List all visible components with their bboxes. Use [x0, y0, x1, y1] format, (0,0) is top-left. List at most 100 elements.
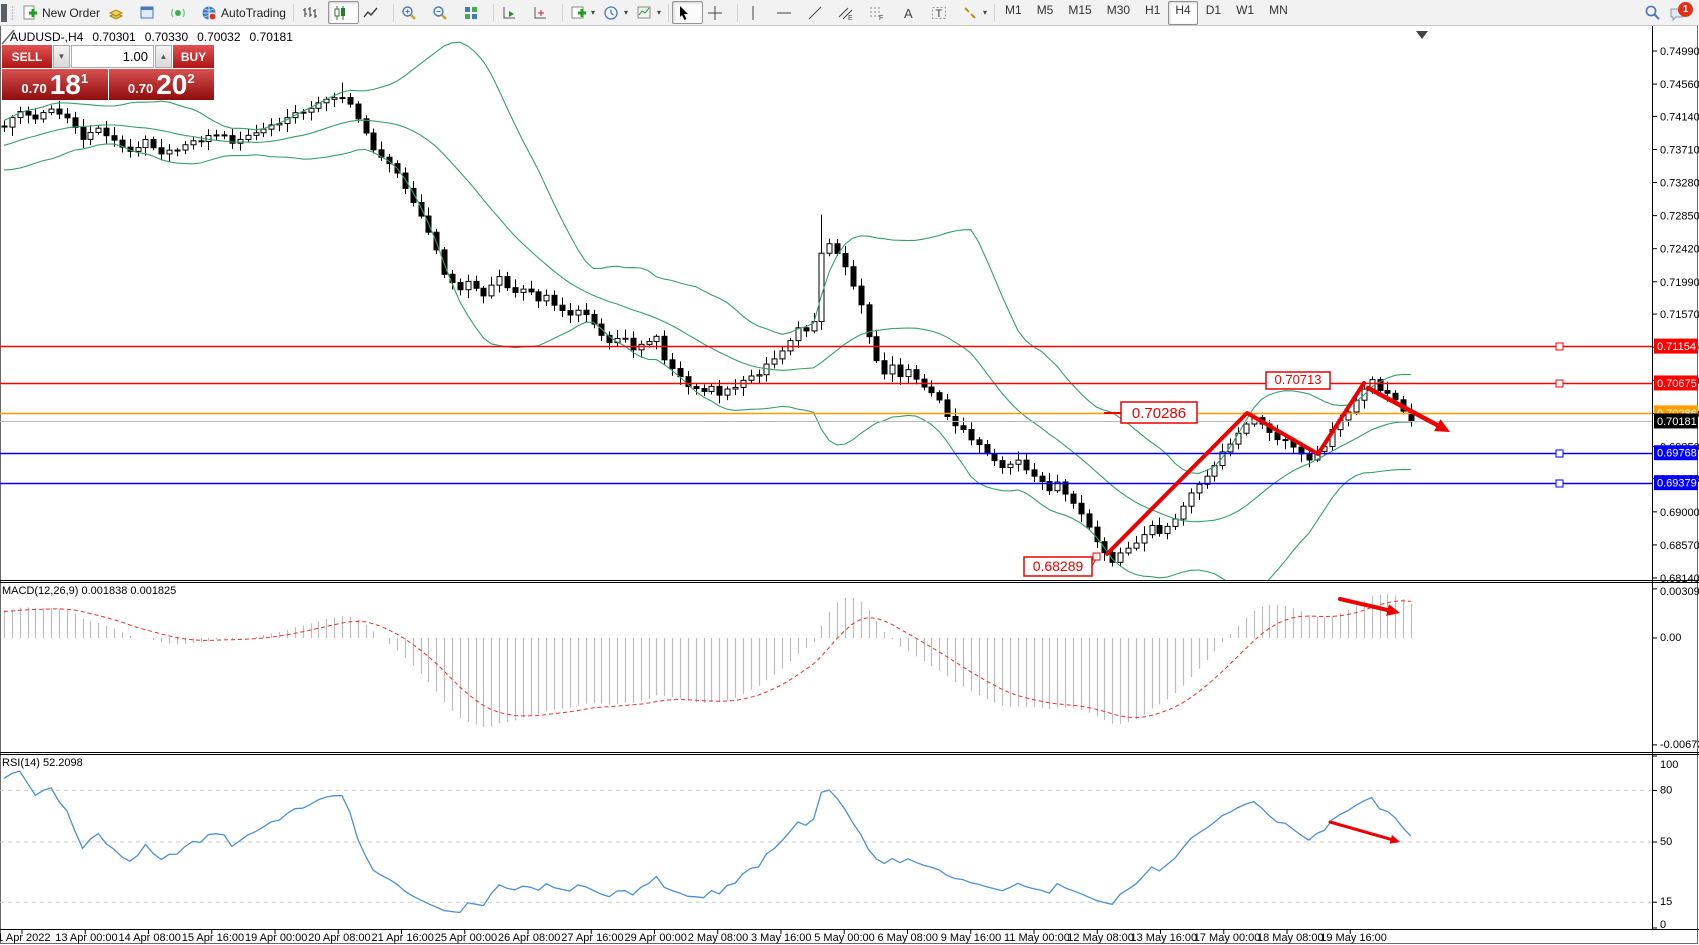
annotation-price-box[interactable]: [1265, 371, 1331, 390]
sell-button[interactable]: SELL: [2, 45, 52, 68]
new-order-button[interactable]: New Order: [18, 1, 104, 24]
autotrading-label: AutoTrading: [221, 5, 286, 20]
trendline-icon: [808, 6, 822, 19]
buy-button[interactable]: BUY: [173, 45, 214, 68]
symbol-title: AUDUSD-,H4: [10, 30, 84, 44]
time-tick-label: 26 Apr 08:00: [498, 932, 560, 944]
volume-increase-button[interactable]: ▲: [155, 45, 172, 68]
bollinger-bands: [3, 41, 1411, 580]
forecast-arrow[interactable]: [1328, 820, 1393, 841]
text-icon: A: [904, 6, 913, 21]
price-level-lines[interactable]: [0, 342, 1652, 488]
notifications-button[interactable]: 1: [1669, 1, 1693, 22]
level-endpoint-marker[interactable]: [1555, 449, 1564, 458]
toolbar-right-group: 1: [1644, 1, 1699, 22]
ohlc-low: 0.70032: [197, 30, 241, 44]
price-badge: [1654, 375, 1698, 391]
timeframe-M5[interactable]: M5: [1036, 2, 1054, 17]
periods-clock-icon: [604, 5, 618, 20]
volume-decrease-button[interactable]: ▼: [53, 45, 70, 68]
candle-chart-mode-button[interactable]: [327, 1, 359, 24]
candlestick-series: [1, 82, 1415, 567]
data-window-button[interactable]: [135, 1, 166, 24]
timeframe-MN[interactable]: MN: [1269, 2, 1288, 17]
chart-shift-button[interactable]: [528, 1, 559, 24]
trend-zigzag-line[interactable]: [1105, 381, 1366, 556]
annotation-price-label: 0.68289: [1033, 558, 1084, 574]
auto-scroll-button[interactable]: [497, 1, 528, 24]
annotation-price-label: 0.70286: [1132, 405, 1186, 422]
forecast-arrowhead: [1434, 419, 1450, 432]
toolbar-grip[interactable]: [10, 4, 15, 21]
timeframe-M15[interactable]: M15: [1068, 2, 1092, 17]
horizontal-line-tool-button[interactable]: [772, 1, 803, 24]
text-label-tool-button[interactable]: T: [927, 1, 958, 24]
price-tick-label: 0.68570: [1660, 540, 1699, 552]
price-axis: 0.74990 0.74560 0.74140 0.73710 0.73280 0.728…: [1652, 46, 1699, 585]
zoom-out-button[interactable]: [428, 1, 459, 24]
timeframe-D1[interactable]: D1: [1205, 2, 1222, 17]
ohlc-high: 0.70330: [144, 30, 189, 44]
signals-button[interactable]: [166, 1, 197, 24]
volume-input[interactable]: 1.00: [71, 45, 154, 68]
new-order-icon: [23, 5, 37, 19]
market-watch-button[interactable]: [104, 1, 135, 24]
channel-tool-button[interactable]: E: [834, 1, 865, 24]
search-icon[interactable]: [1644, 4, 1661, 21]
level-endpoint-marker[interactable]: [1555, 379, 1564, 388]
rsi-indicator: [0, 770, 1652, 914]
svg-text:A: A: [904, 6, 913, 21]
rsi-tick-label: 15: [1660, 896, 1672, 908]
chart-shift-marker[interactable]: [1416, 31, 1428, 39]
timeframe-M30[interactable]: M30: [1106, 2, 1131, 17]
price-tick-label: 0.71570: [1660, 309, 1699, 321]
price-badge-label: 0.69768: [1657, 448, 1697, 460]
annotation-price-box[interactable]: [1120, 401, 1198, 424]
zoom-out-icon: [433, 5, 447, 20]
vertical-line-tool-button[interactable]: [741, 1, 772, 24]
bar-chart-icon: [302, 6, 317, 18]
crosshair-tool-button[interactable]: [703, 1, 734, 24]
timeframe-H4[interactable]: H4: [1168, 0, 1198, 25]
templates-button[interactable]: ▾: [632, 1, 665, 24]
trendline-tool-button[interactable]: [803, 1, 834, 24]
dropdown-caret-icon: ▾: [983, 8, 988, 17]
shapes-tool-button[interactable]: ▾: [958, 1, 991, 24]
line-chart-mode-button[interactable]: [359, 1, 390, 24]
price-badge-label: 0.69379: [1657, 478, 1697, 490]
timeframe-M1[interactable]: M1: [1005, 2, 1022, 17]
autotrading-button[interactable]: AutoTrading: [197, 1, 290, 24]
bar-chart-mode-button[interactable]: [297, 1, 328, 24]
price-tick-label: 0.71990: [1660, 277, 1699, 289]
fibonacci-tool-button[interactable]: F: [865, 1, 896, 24]
timeframe-H1[interactable]: H1: [1145, 2, 1161, 17]
swing-low-marker[interactable]: [1092, 552, 1101, 561]
macd-label: MACD(12,26,9) 0.001838 0.001825: [2, 585, 177, 597]
price-tick-label: 0.72850: [1660, 211, 1699, 223]
analysis-annotations[interactable]: 0.68289 0.70286 0.70713: [1023, 371, 1450, 844]
cursor-tool-button[interactable]: [672, 1, 703, 24]
ohlc-close: 0.70181: [249, 30, 293, 44]
timeframe-toolbar: M1 M5 M15 M30 H1 H4 D1 W1 MN: [998, 0, 1295, 25]
chart-shift-icon: [534, 6, 546, 18]
line-chart-icon: [363, 7, 378, 17]
time-tick-label: 15 Apr 16:00: [182, 932, 244, 944]
text-tool-button[interactable]: A: [896, 1, 927, 24]
zoom-in-button[interactable]: [397, 1, 428, 24]
timeframe-W1[interactable]: W1: [1236, 2, 1255, 17]
level-endpoint-marker[interactable]: [1555, 479, 1564, 488]
buy-price-box[interactable]: 0.70 20 2: [108, 69, 214, 100]
forecast-arrow[interactable]: [1338, 597, 1390, 613]
one-click-panel-toggle[interactable]: [1, 29, 15, 45]
forecast-arrow[interactable]: [1365, 385, 1440, 428]
level-endpoint-marker[interactable]: [1555, 342, 1564, 351]
notification-badge: 1: [1678, 1, 1693, 17]
tile-windows-button[interactable]: [459, 1, 490, 24]
indicators-button[interactable]: ▾: [566, 1, 599, 24]
sell-price-box[interactable]: 0.70 18 1: [2, 69, 108, 100]
annotation-price-box[interactable]: [1023, 556, 1093, 577]
sell-price-prefix: 0.70: [21, 81, 47, 97]
periods-button[interactable]: ▾: [599, 1, 632, 24]
toolbar-separator: [492, 3, 494, 22]
